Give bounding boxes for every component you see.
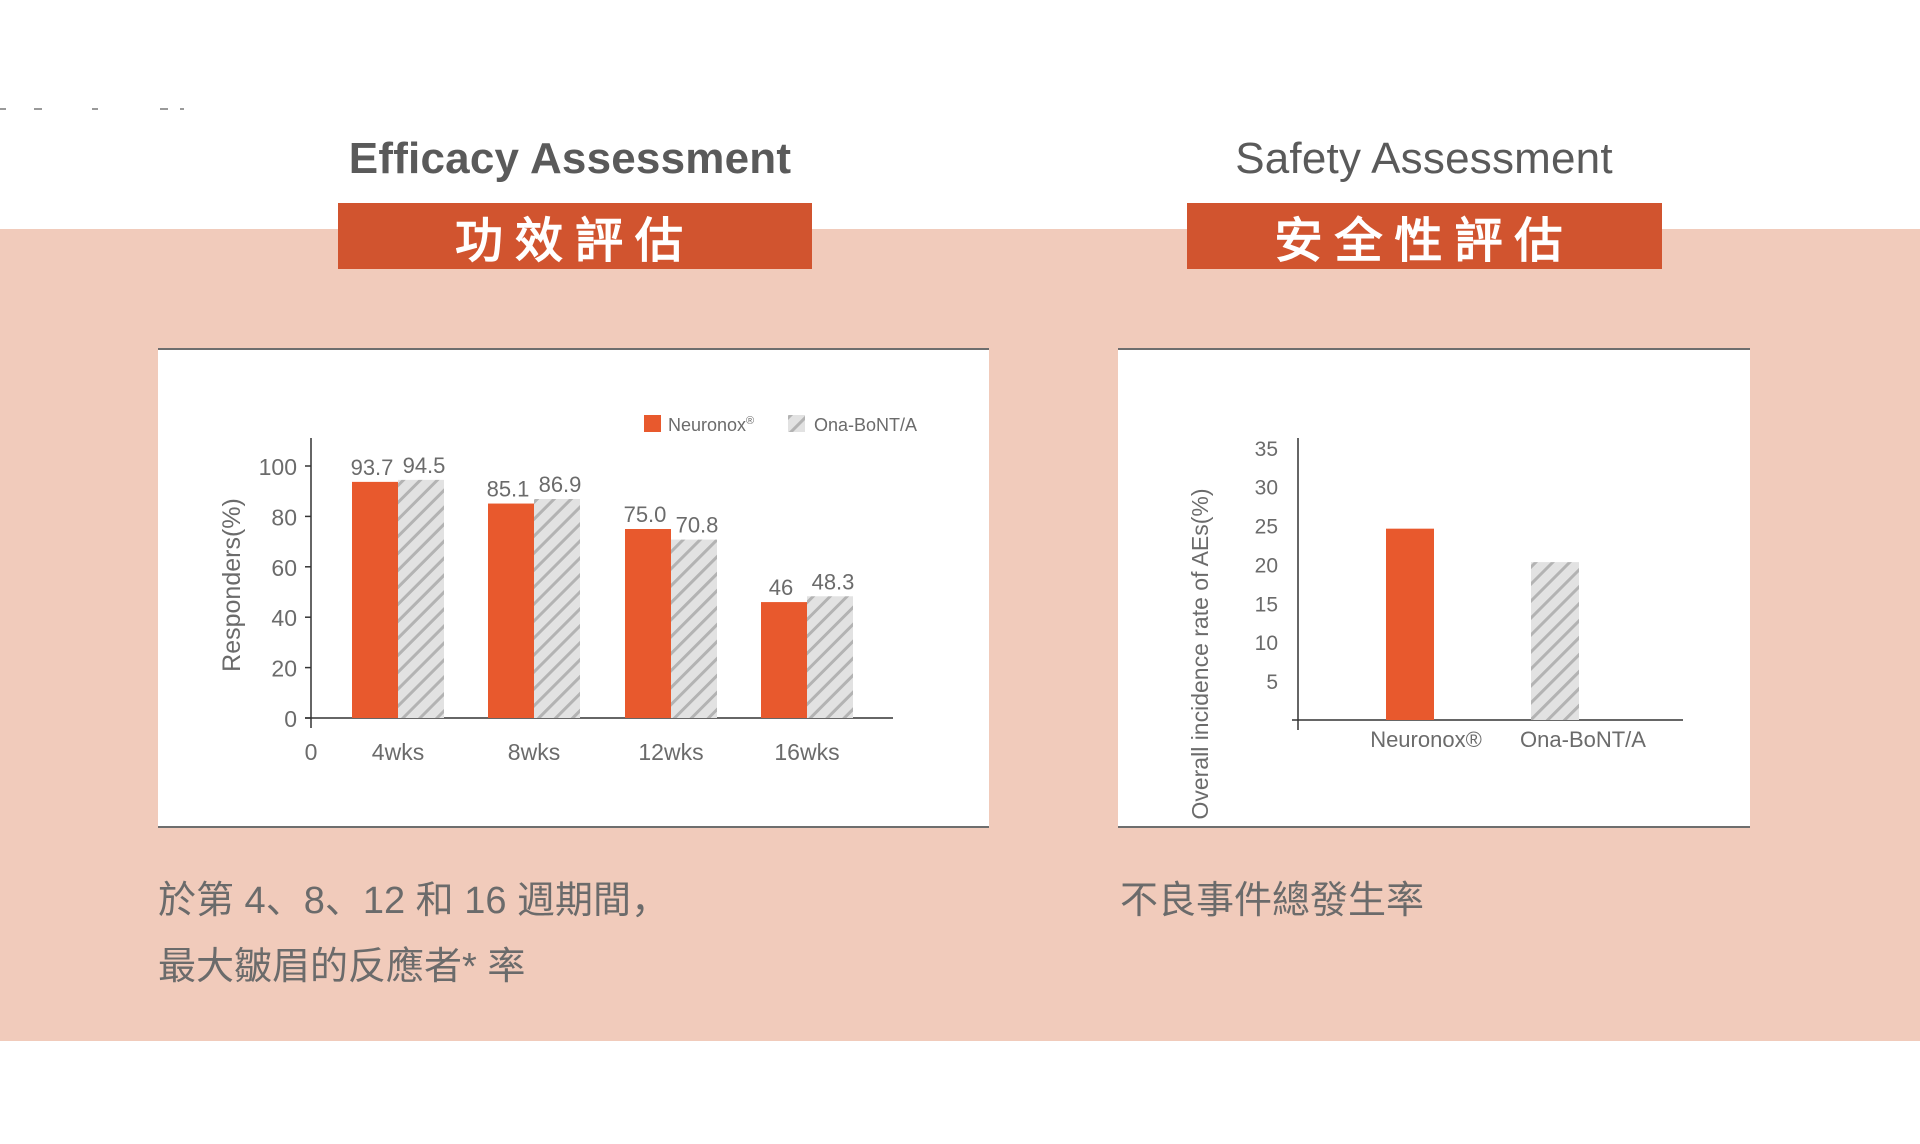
efficacy-chart-panel: 0 20 40 60 80 100 0 4wks 93.7 94.5 8wks 85.1 86.9 12w… <box>158 348 989 828</box>
efficacy-y-tick-label: 40 <box>271 605 297 631</box>
efficacy-legend: Neuronox® Ona-BoNT/A <box>644 415 917 435</box>
safety-y-tick-label: 35 <box>1255 438 1278 461</box>
data-label: 94.5 <box>403 453 446 478</box>
safety-y-tick-label: 15 <box>1255 593 1278 616</box>
data-label: 46 <box>769 575 793 600</box>
efficacy-x-tick-label: 12wks <box>638 739 703 765</box>
safety-y-tick-label: 30 <box>1255 477 1278 500</box>
safety-x-tick-label: Ona-BoNT/A <box>1520 727 1646 752</box>
data-label: 70.8 <box>676 513 719 538</box>
bar-ona <box>534 499 580 718</box>
legend-label-neuronox: Neuronox® <box>668 415 754 435</box>
efficacy-y-axis-label: Responders(%) <box>218 498 246 672</box>
safety-chart-panel: 5 10 15 20 25 30 35 Neuronox® Ona-BoNT/A Overall… <box>1118 348 1750 828</box>
safety-caption: 不良事件總發生率 <box>1120 880 1425 922</box>
efficacy-y-tick-label: 60 <box>271 555 297 581</box>
bar-neuronox <box>1386 528 1434 720</box>
legend-label-ona: Ona-BoNT/A <box>814 415 917 435</box>
efficacy-caption-line2: 最大皺眉的反應者* 率 <box>158 946 526 988</box>
safety-y-tick-label: 20 <box>1255 554 1278 577</box>
safety-y-axis-label: Overall incidence rate of AEs(%) <box>1187 488 1213 819</box>
efficacy-caption-line1: 於第 4、8、12 和 16 週期間， <box>158 880 670 922</box>
safety-y-tick-label: 5 <box>1266 671 1278 694</box>
efficacy-title-zh: 功效評估 <box>338 203 812 269</box>
bar-neuronox <box>761 602 807 718</box>
efficacy-y-tick-label: 0 <box>284 706 297 732</box>
bar-ona <box>807 596 853 718</box>
efficacy-y-tick-label: 20 <box>271 656 297 682</box>
efficacy-y-tick-label: 100 <box>259 454 297 480</box>
efficacy-caption: 於第 4、8、12 和 16 週期間， 最大皺眉的反應者* 率 <box>158 868 669 1000</box>
data-label: 48.3 <box>812 569 855 594</box>
efficacy-y-tick-label: 80 <box>271 504 297 530</box>
safety-y-tick-label: 25 <box>1255 516 1278 539</box>
safety-title-en: Safety Assessment <box>1235 134 1613 183</box>
data-label: 75.0 <box>624 502 667 527</box>
data-label: 86.9 <box>539 472 582 497</box>
data-label: 85.1 <box>487 477 530 502</box>
bar-ona <box>398 479 444 718</box>
safety-title-zh: 安全性評估 <box>1187 203 1662 269</box>
bar-neuronox <box>625 529 671 718</box>
legend-swatch-ona <box>788 415 805 432</box>
efficacy-x-tick-label: 4wks <box>372 739 424 765</box>
efficacy-chart: 0 20 40 60 80 100 0 4wks 93.7 94.5 8wks 85.1 86.9 12w… <box>218 415 917 765</box>
legend-swatch-neuronox <box>644 415 661 432</box>
efficacy-title-en: Efficacy Assessment <box>348 134 792 183</box>
efficacy-x-tick-label: 16wks <box>774 739 839 765</box>
bar-ona <box>1531 562 1579 720</box>
data-label: 93.7 <box>351 455 394 480</box>
safety-chart: 5 10 15 20 25 30 35 Neuronox® Ona-BoNT/A Overall… <box>1187 438 1683 820</box>
bar-ona <box>671 539 717 718</box>
efficacy-x-origin-label: 0 <box>305 739 318 765</box>
efficacy-x-tick-label: 8wks <box>508 739 560 765</box>
bar-neuronox <box>488 503 534 718</box>
safety-x-tick-label: Neuronox® <box>1370 727 1482 752</box>
decorative-dashes <box>0 104 200 112</box>
safety-y-tick-label: 10 <box>1255 632 1278 655</box>
bar-neuronox <box>352 481 398 718</box>
